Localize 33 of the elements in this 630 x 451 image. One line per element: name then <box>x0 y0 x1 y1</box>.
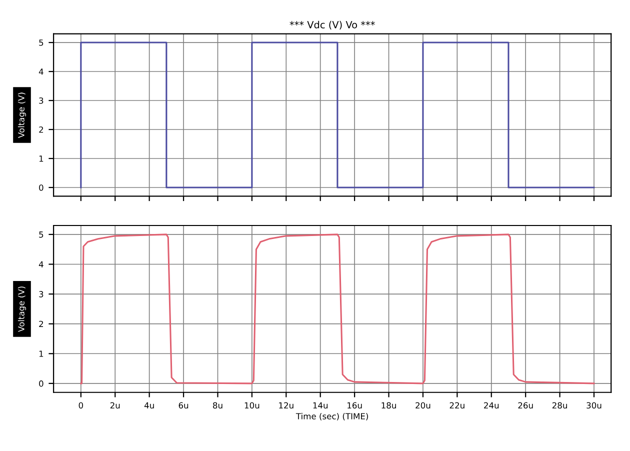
y-tick-label: 1 <box>39 156 44 162</box>
y-tick-label: 0 <box>39 380 44 387</box>
x-tick-label: 24u <box>484 402 499 409</box>
y-tick-label: 3 <box>39 291 44 298</box>
y-tick-label: 2 <box>39 126 43 133</box>
x-axis-title: Time (sec) (TIME) <box>296 412 368 420</box>
y-tick-label: 5 <box>39 40 44 46</box>
line-series <box>80 234 595 384</box>
x-tick-label: 18u <box>382 402 396 409</box>
y-tick-label: 1 <box>39 350 44 357</box>
y-tick-label: 4 <box>38 261 44 268</box>
x-tick-label: 22u <box>450 402 464 409</box>
y-tick-label: 3 <box>39 97 44 104</box>
x-tick-label: 4u <box>144 402 154 409</box>
y-tick-label: 0 <box>39 184 44 191</box>
x-tick-label: 26u <box>518 402 533 409</box>
y-tick-label: 2 <box>39 320 43 327</box>
y-tick-label: 5 <box>39 232 44 238</box>
y-tick-label: 4 <box>38 68 44 75</box>
x-tick-label: 8u <box>213 402 222 409</box>
chart-title: *** Vdc (V) Vo *** <box>290 20 375 30</box>
x-tick-label: 6u <box>178 402 188 409</box>
x-tick-label: 16u <box>348 402 362 409</box>
x-tick-label: 0 <box>78 402 84 409</box>
x-tick-label: 10u <box>244 402 260 409</box>
x-tick-label: 2u <box>110 402 120 409</box>
x-tick-label: 12u <box>279 402 294 409</box>
x-tick-label: 28u <box>552 402 567 409</box>
x-tick-label: 20u <box>416 402 430 409</box>
y-axis-title: Voltage (V) <box>18 92 26 138</box>
y-axis-title: Voltage (V) <box>18 286 26 332</box>
x-tick-label: 14u <box>313 402 328 409</box>
x-tick-label: 30u <box>586 402 602 409</box>
